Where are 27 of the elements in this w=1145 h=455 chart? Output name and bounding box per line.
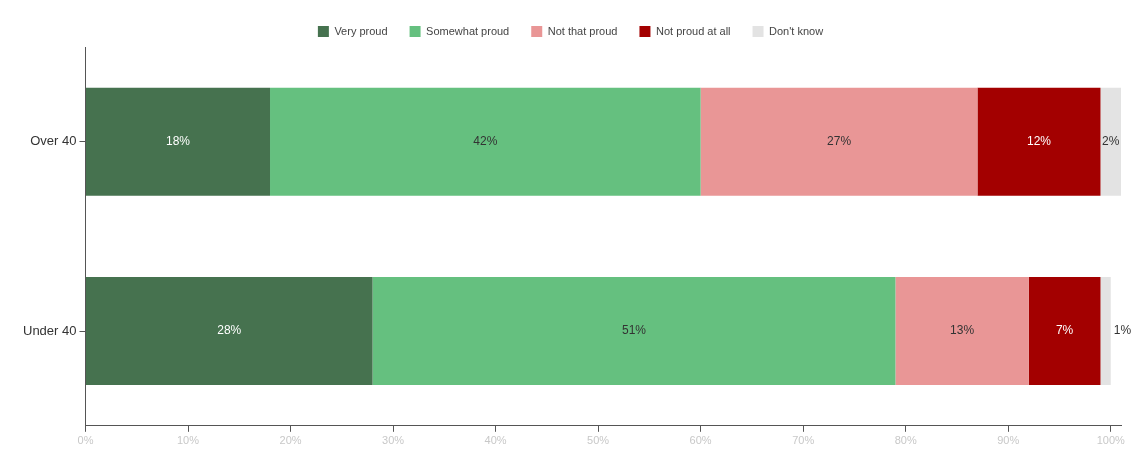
text: 2%: [1102, 134, 1120, 149]
text: 12%: [1026, 134, 1051, 149]
text: 42%: [473, 134, 498, 149]
bar: [270, 87, 701, 196]
text: 51%: [621, 323, 647, 338]
y-tick-label: Over 40: [30, 133, 77, 149]
legend-label: Very proud: [334, 24, 388, 37]
legend-label: Don't know: [769, 24, 824, 37]
bar: [85, 277, 373, 386]
legend-label: Not that proud: [547, 24, 618, 37]
text: 13%: [950, 323, 975, 338]
bar: [1100, 87, 1121, 196]
bar: [895, 277, 1029, 386]
text: 27%: [827, 134, 852, 149]
y-tick-label: Under 40: [22, 322, 77, 338]
bar: [372, 277, 896, 386]
text: 7%: [1055, 323, 1074, 338]
text: 28%: [217, 323, 242, 338]
bar: [1100, 277, 1111, 386]
text: 1%: [1113, 323, 1132, 338]
bar: [85, 87, 271, 196]
bar: [700, 87, 978, 196]
text: 18%: [165, 134, 191, 149]
legend-label: Somewhat proud: [426, 24, 510, 37]
legend-label: Not proud at all: [655, 24, 731, 37]
bar: [1028, 277, 1101, 386]
bar: [977, 87, 1101, 196]
